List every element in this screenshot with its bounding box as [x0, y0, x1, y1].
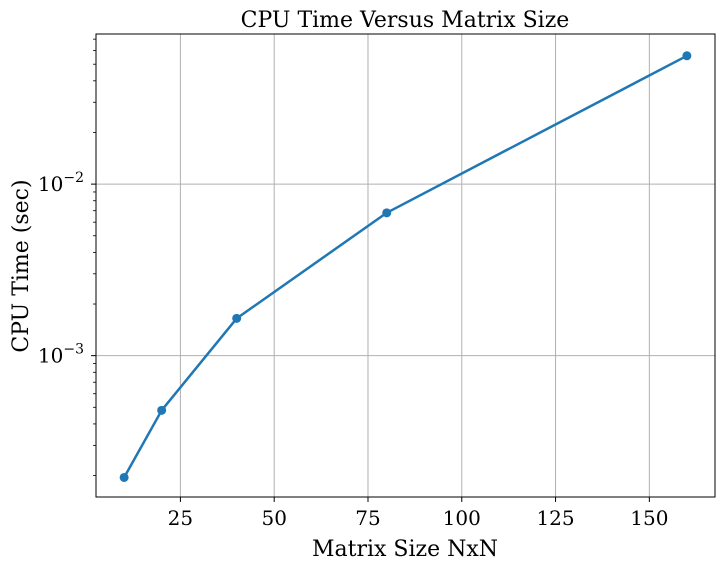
y-tick-label: 10−2 [38, 170, 84, 196]
chart-title: CPU Time Versus Matrix Size [241, 8, 570, 33]
data-point [157, 405, 167, 415]
x-axis-label: Matrix Size NxN [312, 537, 498, 562]
plot-frame [95, 33, 716, 498]
data-point [232, 313, 242, 323]
x-tick-label: 75 [355, 506, 380, 530]
y-tick-label: 10−3 [38, 342, 84, 368]
ticks: 25 50 75 100 125 150 10−3 10−2 [38, 38, 668, 530]
y-axis-label: CPU Time (sec) [9, 179, 34, 352]
x-tick-label: 25 [168, 506, 193, 530]
grid [96, 34, 715, 497]
x-tick-label: 100 [443, 506, 481, 530]
data-point [382, 208, 392, 218]
data-point [682, 51, 692, 61]
series [119, 51, 692, 482]
data-point [119, 472, 129, 482]
x-tick-label: 50 [261, 506, 286, 530]
x-tick-label: 125 [536, 506, 574, 530]
x-tick-label: 150 [630, 506, 668, 530]
